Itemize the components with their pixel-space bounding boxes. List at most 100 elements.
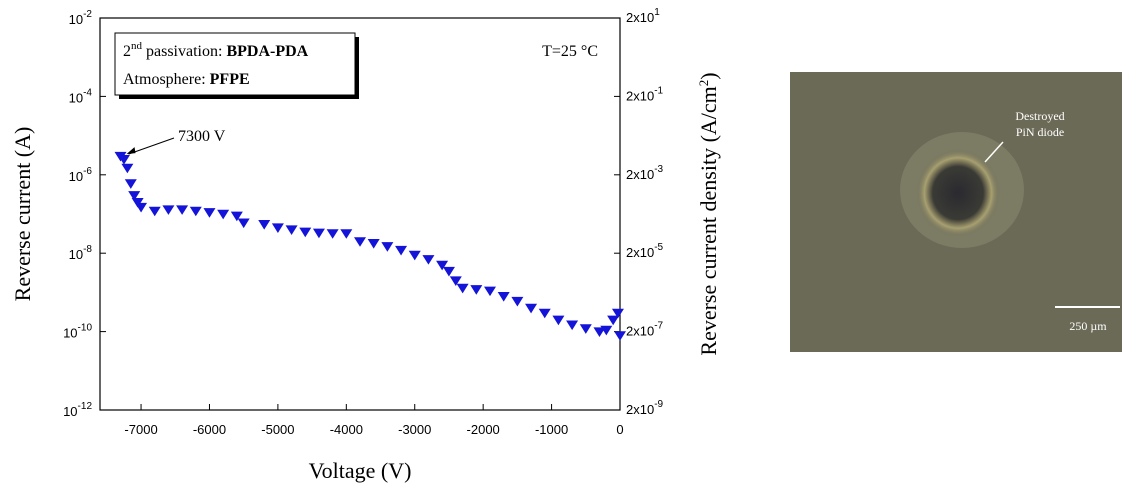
y2-tick-label: 2x10-1: [626, 85, 664, 103]
legend-text: Atmosphere:: [123, 71, 210, 88]
y-tick-label-exp: -2: [83, 9, 92, 20]
x-tick-label: -6000: [193, 422, 226, 437]
data-point: [449, 276, 462, 286]
data-point: [579, 324, 592, 334]
y-tick-label: 10-4: [69, 87, 93, 105]
y2-tick-label: 2x10-7: [626, 321, 664, 339]
y-tick-label-exp: -8: [83, 244, 92, 255]
legend-text: 2: [123, 43, 131, 60]
y-tick-label-exp: -4: [83, 87, 92, 98]
crater: [916, 149, 1000, 237]
data-point: [271, 223, 284, 233]
y2-axis-title-exp: 2: [696, 80, 711, 87]
data-point: [340, 229, 353, 239]
data-point: [299, 227, 312, 238]
scale-label: 250 µm: [1069, 319, 1107, 333]
data-point: [614, 331, 626, 341]
data-point: [436, 260, 449, 271]
data-point: [285, 225, 298, 235]
y-tick-label-base: 10: [69, 90, 83, 105]
y-tick-label-exp: -6: [83, 166, 92, 177]
data-point: [381, 242, 394, 252]
annotation: 7300 V: [178, 128, 226, 145]
legend-line: 2nd passivation: BPDA-PDA: [123, 40, 309, 60]
y-tick-label-base: 10: [69, 247, 83, 262]
y2-tick-label-base: 2x10: [626, 245, 654, 260]
plot: -7000 -6000 -5000 -4000 -3000 -2000 -1000 010-1…: [10, 7, 721, 483]
y2-tick-label-exp: -9: [654, 399, 663, 410]
data-point: [456, 283, 469, 294]
y2-tick-label-exp: -1: [654, 85, 663, 96]
data-point: [258, 219, 271, 230]
y-tick-label: 10-2: [69, 9, 93, 27]
x-tick-label: -2000: [467, 422, 500, 437]
data-point: [408, 250, 421, 261]
data-point: [176, 205, 189, 215]
data-point: [121, 163, 134, 174]
x-axis-title: Voltage (V): [309, 458, 412, 483]
y2-tick-label-exp: -5: [654, 242, 663, 253]
data-point: [135, 202, 148, 213]
y2-tick-label-exp: -3: [654, 164, 663, 175]
data-point: [607, 315, 620, 326]
data-point: [470, 285, 483, 295]
legend-line: Atmosphere: PFPE: [123, 71, 250, 88]
y2-tick-label-base: 2x10: [626, 167, 654, 182]
arrow: [984, 141, 1004, 163]
x-tick-label: -1000: [535, 422, 568, 437]
y2-tick-label-base: 2x10: [626, 88, 654, 103]
data-point: [189, 206, 202, 217]
x-tick-label: -5000: [261, 422, 294, 437]
legend-sup: nd: [131, 40, 143, 52]
annotation-arrowhead: [126, 147, 136, 155]
y2-tick-label-base: 2x10: [626, 10, 654, 25]
data-point: [525, 303, 538, 314]
data-point: [600, 325, 613, 336]
legend-box: [114, 32, 356, 96]
y2-tick-label: 2x10-5: [626, 242, 664, 260]
y-tick-label: 10-8: [69, 244, 93, 262]
y-axis-title: Reverse current (A): [10, 127, 35, 302]
y-tick-label-base: 10: [69, 169, 83, 184]
photo-label: PiN diode: [1016, 125, 1064, 139]
temperature-note: T=25 °C: [542, 43, 598, 60]
y-tick-label-base: 10: [69, 12, 83, 27]
y2-axis-title-main: Reverse current density (A/cm: [696, 86, 721, 355]
y-tick-label: 10-6: [69, 166, 93, 184]
data-point: [497, 291, 510, 302]
data-point: [422, 255, 435, 265]
y2-tick-label: 2x101: [626, 7, 660, 25]
data-point: [511, 296, 524, 307]
photo: Destroyed PiN diode 250 µm: [790, 72, 1122, 352]
data-point: [326, 229, 339, 239]
y-tick-label: 10-12: [63, 401, 92, 419]
y-tick-label: 10-10: [63, 323, 92, 341]
data-point: [442, 266, 455, 277]
legend-bold: PFPE: [210, 71, 250, 88]
data-point: [538, 308, 551, 319]
data-point: [131, 197, 144, 208]
data-point: [312, 228, 325, 239]
data-point: [128, 191, 141, 201]
legend-bold: BPDA-PDA: [226, 43, 308, 60]
x-tick-label: -4000: [330, 422, 363, 437]
y2-axis-title-end: ): [696, 72, 721, 79]
y2-tick-label-exp: -7: [654, 321, 663, 332]
data-point: [217, 209, 230, 220]
x-tick-label: -3000: [398, 422, 431, 437]
y2-axis-title: Reverse current density (A/cm2): [696, 72, 721, 355]
y2-tick-label: 2x10-3: [626, 164, 664, 182]
data-point: [354, 237, 366, 247]
x-tick-label: 0: [616, 422, 623, 437]
annotation-arrow: [128, 137, 175, 155]
data-point: [162, 205, 175, 215]
data-point: [148, 206, 161, 217]
y2-tick-label: 2x10-9: [626, 399, 664, 417]
y-tick-label-exp: -10: [78, 323, 93, 334]
photo-label: Destroyed: [1015, 109, 1064, 123]
data-point: [230, 211, 243, 222]
x-tick-label: -7000: [124, 422, 157, 437]
data-point: [552, 315, 565, 326]
data-point: [203, 208, 216, 218]
